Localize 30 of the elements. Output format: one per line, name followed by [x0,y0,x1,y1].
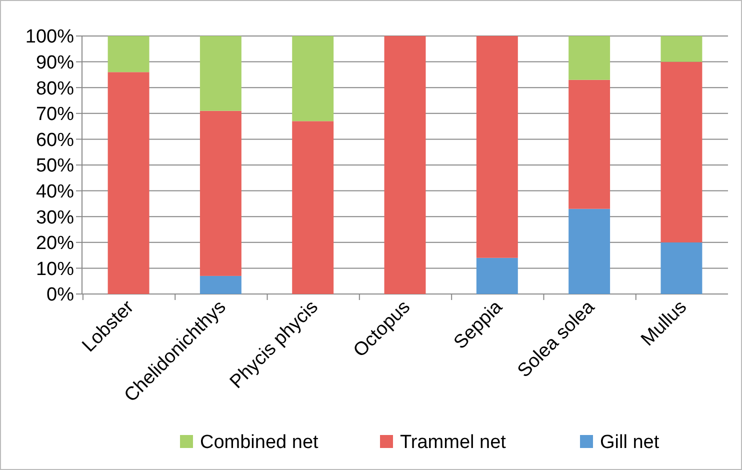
y-tick-label: 80% [36,78,74,100]
bar [660,36,702,62]
y-tick-label: 50% [36,156,74,177]
y-tick-label: 90% [36,52,74,74]
y-tick-label: 60% [36,130,74,151]
y-tick-label: 10% [36,258,74,280]
bar [568,80,610,209]
bar [568,208,610,294]
bar [568,36,610,80]
y-tick-label: 20% [36,233,74,254]
bar [476,258,518,294]
bar [660,62,702,242]
legend-label: Combined net [200,432,320,453]
bar [200,110,242,276]
bar [384,36,426,294]
bar [292,121,334,294]
bar [660,242,702,294]
legend-label: Gill net [600,432,660,453]
bar [108,72,150,294]
bar [292,36,334,122]
y-tick-label: 70% [36,104,74,126]
y-tick-label: 40% [36,181,74,202]
bar [108,36,150,72]
y-tick-label: 100% [25,26,74,48]
bar [476,36,518,258]
y-tick-label: 30% [36,207,74,228]
bar [200,276,242,294]
bar [200,36,242,111]
legend-label: Trammel net [400,432,507,453]
y-tick-label: 0% [46,284,74,306]
